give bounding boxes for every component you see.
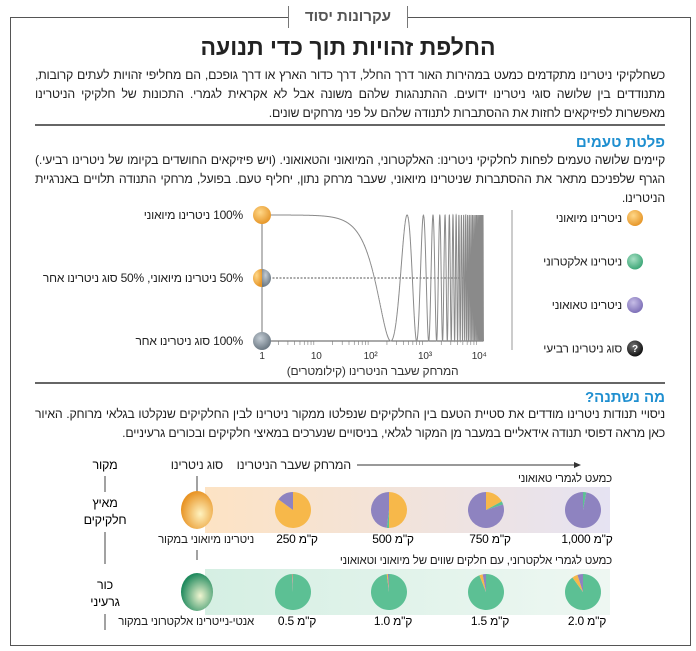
row-caption: כמעט לגמרי טאואוני (518, 472, 612, 485)
y-level-label: 50% ניטרינו מיואוני, 50% סוג ניטרינו אחר (43, 271, 244, 285)
pie-slice-tau (292, 574, 293, 592)
pie-slice-tau (468, 492, 504, 528)
muon-survival-curve (262, 213, 484, 343)
question-mark-glyph: ? (632, 344, 638, 355)
pie-slice-muon (486, 492, 502, 510)
distance-label: 1,000 ק"מ (561, 532, 612, 546)
gradient-band (205, 569, 610, 615)
x-tick-label: 10² (364, 351, 379, 362)
source-label: חלקיקים (84, 513, 127, 527)
distance-label: 1.5 ק"מ (471, 614, 509, 628)
pie-chart (371, 492, 407, 528)
legend-label: ניטרינו אלקטרוני (543, 255, 622, 269)
source-neutrino-ball (181, 491, 213, 529)
pie-slice-electron (386, 510, 389, 528)
source-label: גרעיני (90, 595, 119, 609)
gradient-band (205, 487, 610, 533)
legend-label: סוג ניטרינו רביעי (543, 342, 622, 356)
pie-slice-muon (479, 574, 486, 592)
source-neutrino-ball (181, 573, 213, 611)
distance-label: 250 ק"מ (276, 532, 318, 546)
pie-chart (275, 492, 311, 528)
kicker: עקרונות יסוד (288, 6, 408, 28)
column-source: מקור (93, 458, 118, 472)
flavors-heading: פלטת טעמים (575, 134, 665, 151)
pie-slice-tau (565, 492, 602, 528)
y-level-label: 100% סוג ניטרינו אחר (135, 334, 243, 348)
distance-label: 2.0 ק"מ (568, 614, 606, 628)
pie-slice-electron (275, 574, 312, 610)
pie-slice-muon (572, 574, 583, 592)
distance-label: 1.0 ק"מ (374, 614, 412, 628)
divider (35, 382, 665, 384)
divider (35, 124, 665, 126)
distance-label: 750 ק"מ (469, 532, 511, 546)
column-neutrino-type: סוג ניטרינו (171, 458, 223, 472)
source-label: כור (97, 578, 113, 592)
row-caption: כמעט לגמרי אלקטרוני, עם חלקים שווים של מ… (340, 554, 612, 567)
legend-label: ניטרינו מיואוני (556, 211, 622, 225)
pie-chart (467, 574, 504, 610)
pie-slice-muon (291, 574, 293, 592)
question-mark-icon (627, 340, 643, 357)
arrow-head-icon (574, 462, 581, 468)
level-marker (253, 332, 271, 350)
flavor-icon (627, 297, 643, 313)
pie-chart (565, 492, 602, 528)
oscillation-chart: 1 10 10² 10³ 10⁴ המרחק שעבר הניטרינו (קילומטר… (43, 206, 643, 378)
muon-half-marker (253, 269, 262, 287)
x-tick-label: 1 (259, 351, 265, 362)
flavor-icon (627, 210, 643, 226)
legend-label: ניטרינו טאואוני (552, 298, 622, 312)
pie-slice-electron (486, 501, 504, 510)
other-half-marker (262, 269, 271, 287)
x-tick-label: 10⁴ (472, 351, 487, 362)
oscillation-diagram: מקור סוג ניטרינו המרחק שעבר הניטרינו כמעט ל… (84, 458, 613, 630)
pie-slice-tau (371, 492, 389, 528)
origin-label: ניטרינו מיואוני במקור (158, 534, 254, 546)
distance-label: 500 ק"מ (372, 532, 414, 546)
source-label: מאיץ (92, 496, 117, 510)
pie-chart (371, 574, 407, 610)
intro-text: כשחלקיקי ניטרינו מתקדמים כמעט במהירות הא… (35, 68, 665, 120)
pie-slice-muon (389, 492, 407, 528)
y-level-label: 100% ניטרינו מיואוני (144, 208, 244, 222)
pie-slice-tau (577, 574, 583, 592)
x-axis-label: המרחק שעבר הניטרינו (קילומטרים) (287, 364, 459, 378)
pie-chart (275, 574, 312, 610)
pie-slice-tau (482, 574, 486, 592)
pie-slice-electron (467, 574, 504, 610)
x-tick-label: 10 (311, 351, 322, 362)
distance-label: 0.5 ק"מ (278, 614, 316, 628)
column-distance: המרחק שעבר הניטרינו (237, 458, 351, 472)
pie-slice-tau (278, 492, 293, 510)
x-tick-label: 10³ (418, 351, 433, 362)
pie-slice-muon (386, 574, 389, 592)
pie-slice-tau (387, 574, 389, 592)
change-text: ניסויי תנודות ניטרינו מודדים את סטיית הט… (35, 407, 665, 440)
origin-label: אנטי-נייטרינו אלקטרוני במקור (118, 615, 255, 628)
flavors-text: קיימים שלושה טעמים לפחות לחלקיקי ניטרינו… (35, 153, 665, 205)
pie-slice-electron (583, 492, 587, 510)
level-marker (253, 206, 271, 224)
pie-chart (468, 492, 504, 528)
change-heading: מה נשתנה? (585, 389, 665, 406)
flavor-icon (627, 253, 643, 270)
page-title: החלפת זהויות תוך כדי תנועה (200, 34, 496, 60)
pie-chart (565, 574, 601, 610)
